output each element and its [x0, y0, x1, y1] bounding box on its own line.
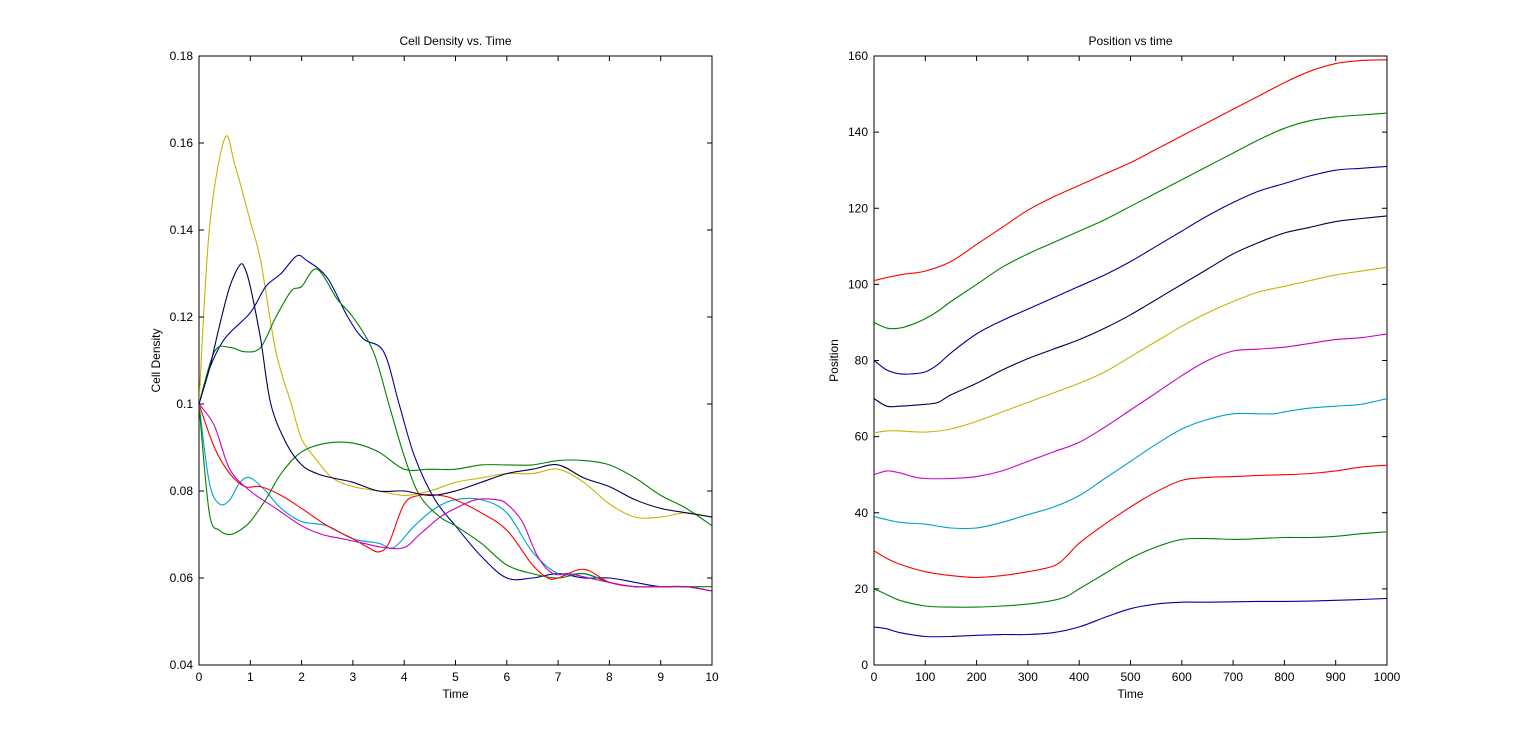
- density-series-line-4: [199, 403, 712, 536]
- density-x-tick-label: 7: [555, 670, 562, 684]
- position-y-tick-label: 160: [848, 49, 868, 63]
- position-chart-title: Position vs time: [1088, 34, 1172, 48]
- density-x-tick-label: 5: [452, 670, 459, 684]
- density-y-axis-label: Cell Density: [149, 328, 163, 392]
- density-x-tick-label: 3: [350, 670, 357, 684]
- density-x-tick-label: 8: [606, 670, 613, 684]
- density-y-tick-label: 0.1: [176, 397, 193, 411]
- position-series-line-8: [874, 464, 1387, 579]
- density-x-axis-label: Time: [442, 687, 469, 701]
- position-series-line-1: [874, 59, 1387, 282]
- density-y-tick-label: 0.14: [170, 223, 194, 237]
- density-x-tick-label: 0: [196, 670, 203, 684]
- position-y-tick-label: 140: [848, 125, 868, 139]
- density-x-tick-label: 6: [503, 670, 510, 684]
- density-y-tick-label: 0.12: [170, 310, 194, 324]
- position-x-tick-label: 1000: [1374, 670, 1401, 684]
- position-series-group: [874, 59, 1387, 638]
- density-chart-title: Cell Density vs. Time: [399, 34, 511, 48]
- position-x-tick-label: 100: [915, 670, 935, 684]
- position-series-line-7: [874, 398, 1387, 530]
- density-plot-area: [198, 55, 713, 666]
- density-x-tick-label: 4: [401, 670, 408, 684]
- density-y-tick-label: 0.04: [170, 658, 194, 672]
- density-series-group: [199, 135, 712, 592]
- position-series-line-10: [874, 597, 1387, 638]
- position-y-tick-label: 20: [855, 582, 869, 596]
- position-chart: 0 100 200 300 400 500 600 700 800 900 1000 0 20 40 60 8…: [827, 34, 1401, 701]
- position-y-tick-label: 40: [855, 506, 869, 520]
- density-x-tick-label: 2: [298, 670, 305, 684]
- position-x-tick-label: 200: [967, 670, 987, 684]
- density-x-tick-label: 9: [657, 670, 664, 684]
- density-x-tick-label: 10: [705, 670, 719, 684]
- density-series-line-5: [199, 268, 712, 588]
- position-series-line-2: [874, 112, 1387, 330]
- position-x-tick-label: 300: [1018, 670, 1038, 684]
- position-y-axis-label: Position: [827, 339, 841, 382]
- density-series-line-7: [199, 403, 712, 592]
- position-x-axis-label: Time: [1117, 687, 1144, 701]
- position-x-tick-label: 0: [871, 670, 878, 684]
- position-x-tick-label: 700: [1223, 670, 1243, 684]
- position-series-line-6: [874, 333, 1387, 480]
- density-series-line-8: [199, 263, 712, 518]
- position-y-tick-label: 80: [855, 354, 869, 368]
- position-x-tick-label: 400: [1069, 670, 1089, 684]
- position-series-line-5: [874, 266, 1387, 434]
- position-x-tick-label: 600: [1172, 670, 1192, 684]
- density-y-tick-label: 0.18: [170, 49, 194, 63]
- density-y-tick-label: 0.16: [170, 136, 194, 150]
- position-y-tick-label: 0: [861, 658, 868, 672]
- position-x-tick-label: 800: [1274, 670, 1294, 684]
- position-plot-area: [873, 55, 1388, 666]
- position-x-tick-label: 900: [1326, 670, 1346, 684]
- density-series-line-6: [199, 403, 712, 592]
- density-y-tick-label: 0.08: [170, 484, 194, 498]
- position-y-tick-label: 120: [848, 201, 868, 215]
- density-y-tick-label: 0.06: [170, 571, 194, 585]
- position-y-tick-label: 100: [848, 277, 868, 291]
- position-series-line-9: [874, 531, 1387, 608]
- position-series-line-4: [874, 215, 1387, 408]
- density-series-line-2: [199, 254, 712, 592]
- position-x-tick-label: 500: [1120, 670, 1140, 684]
- density-x-tick-label: 1: [247, 670, 254, 684]
- position-y-tick-label: 60: [855, 430, 869, 444]
- position-series-line-3: [874, 165, 1387, 375]
- cell-density-chart: 0 1 2 3 4 5 6 7 8 9 10 0.04 0.06 0.08 0.1 0.12 0.14 0.16 0…: [149, 34, 719, 701]
